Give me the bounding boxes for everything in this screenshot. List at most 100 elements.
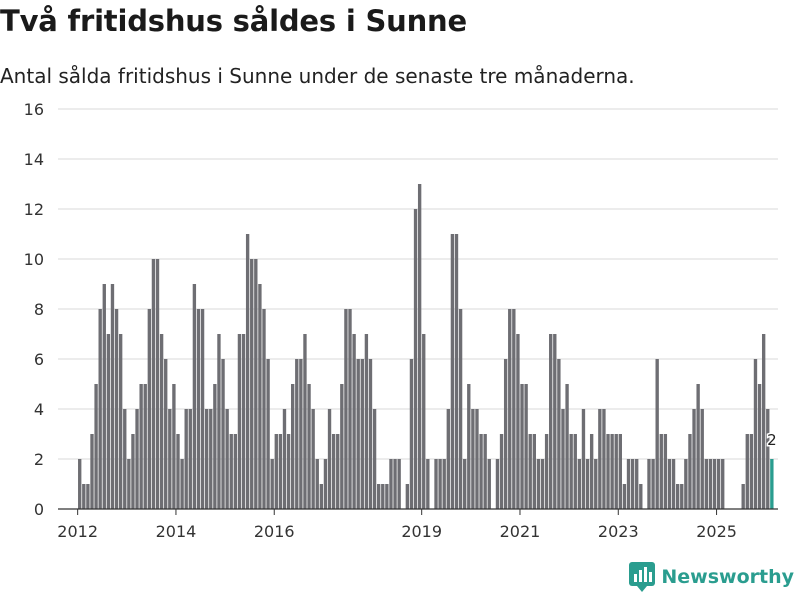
bar [364,334,369,509]
bar [688,434,692,509]
bar [716,459,721,509]
bar [164,359,168,509]
y-tick-label-10: 10 [24,250,44,269]
bar [381,484,385,509]
bar [557,359,561,509]
y-tick-label-12: 12 [24,200,44,219]
newsworthy-brand[interactable]: Newsworthy [629,562,794,592]
bar [626,459,631,509]
bar [135,409,139,509]
bar [630,459,635,509]
bar [98,309,102,509]
bar [393,459,397,509]
bar [475,409,479,509]
bar [479,434,483,509]
bar [454,234,459,509]
x-tick-label-2025: 2025 [696,522,737,541]
bar [741,484,745,509]
bar [372,409,377,509]
bar [675,484,680,509]
bar [102,284,106,509]
bar [151,259,156,509]
bar [671,459,676,509]
bar [540,459,545,509]
bar [594,459,598,509]
bar [471,409,475,509]
bar [176,434,180,509]
bar [282,409,287,509]
bar [221,359,225,509]
bar [385,484,389,509]
bar [516,334,520,509]
bar [753,359,758,509]
latest-value-label: 2 [767,431,777,449]
bar [360,359,364,509]
bar [225,409,229,509]
bar [180,459,184,509]
bar [700,409,704,509]
bar [340,384,344,509]
bar [651,459,655,509]
bar [749,434,754,509]
bar [585,459,590,509]
bar [622,484,627,509]
bar [434,459,438,509]
bar [512,309,516,509]
y-tick-label-8: 8 [34,300,44,319]
y-tick-label-6: 6 [34,350,44,369]
y-tick-label-4: 4 [34,400,44,419]
bar [336,434,340,509]
bar [389,459,393,509]
y-tick-label-16: 16 [24,100,44,119]
bar [295,359,299,509]
bar [241,334,246,509]
bar [254,259,258,509]
bar [508,309,512,509]
x-axis-ticks: 2012 2014 2016 2019 2021 2023 2025 [57,509,737,541]
bar [757,384,762,509]
bar [422,334,426,509]
bar [565,384,569,509]
bar [417,184,422,509]
brand-name: Newsworthy [661,566,794,588]
bar [696,384,700,509]
bar [139,384,143,509]
bar [352,334,356,509]
bar [90,434,94,509]
bar [577,459,582,509]
bar [331,434,336,509]
bar [663,434,668,509]
bar [426,459,430,509]
bar [745,434,749,509]
bar [237,334,242,509]
bar [229,434,233,509]
x-tick-label-2016: 2016 [254,522,295,541]
bar [438,459,442,509]
bar [143,384,147,509]
bar [680,484,684,509]
bar [209,409,213,509]
bar [311,409,315,509]
chart-subtitle: Antal sålda fritidshus i Sunne under de … [0,64,635,88]
bar [188,409,192,509]
y-axis-tick-labels: 0 2 4 6 8 10 12 14 16 [24,100,44,519]
bar [524,384,528,509]
bar [606,434,610,509]
bar [184,409,188,509]
bar [708,459,713,509]
bar [561,409,565,509]
bar [712,459,717,509]
bar [549,334,553,509]
bar [377,484,381,509]
y-tick-label-2: 2 [34,450,44,469]
bar [667,459,672,509]
newsworthy-logo-icon [629,562,656,592]
bar [217,334,221,509]
bar [78,459,82,509]
bar [495,459,500,509]
bar [397,459,401,509]
bar [274,434,278,509]
bar [86,484,90,509]
bar [168,409,172,509]
bar [602,409,606,509]
